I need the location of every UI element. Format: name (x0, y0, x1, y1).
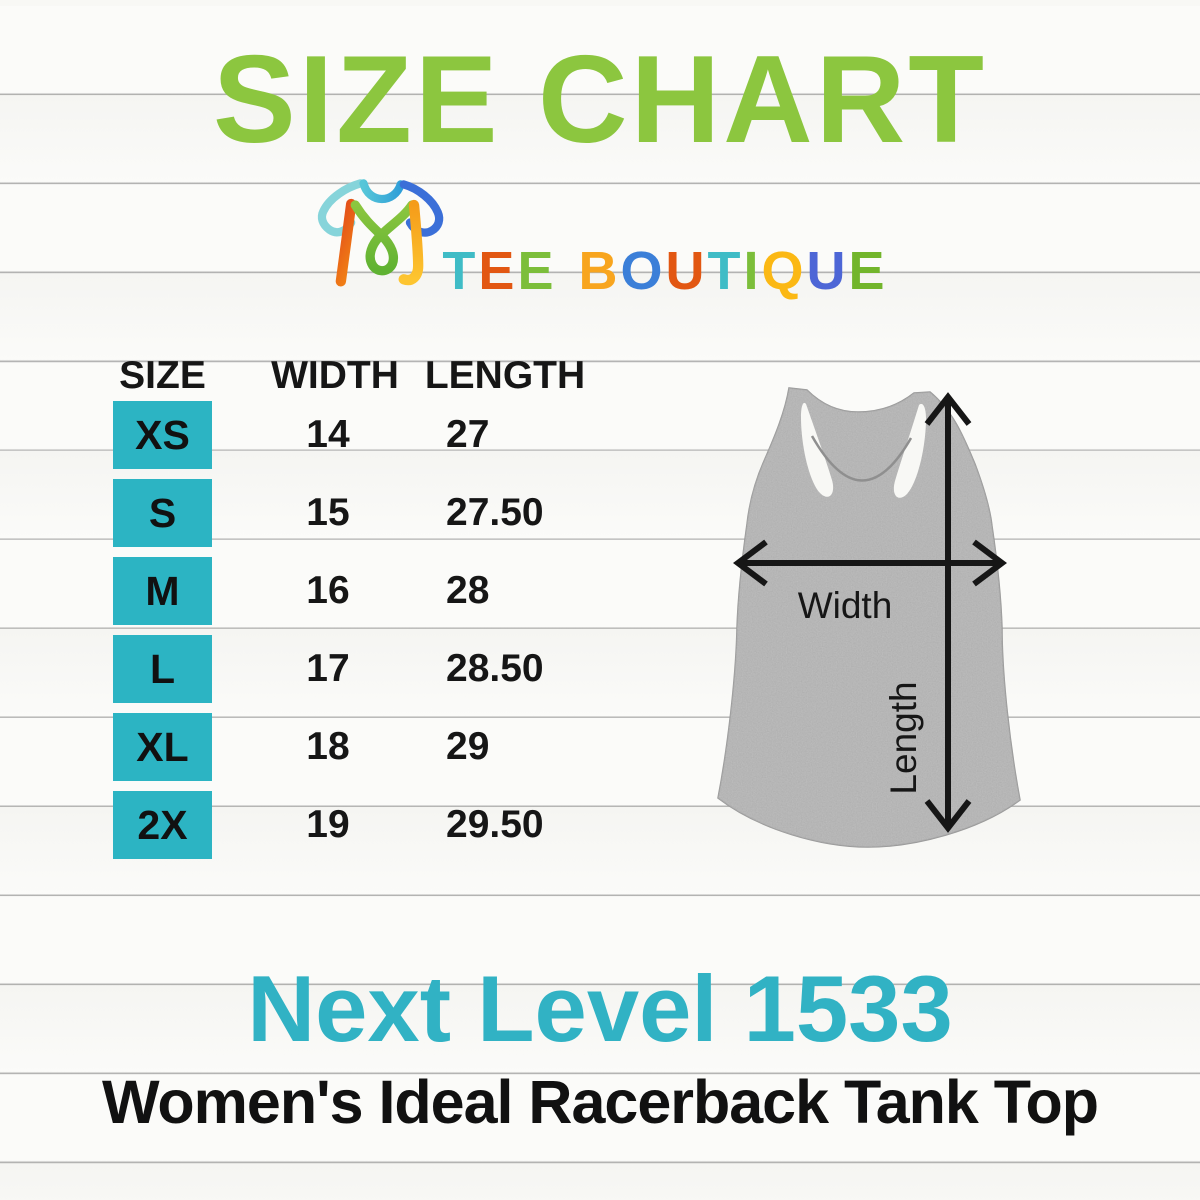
heather-texture (718, 388, 1020, 847)
column-header-length: LENGTH (424, 354, 586, 397)
size-badge: M (113, 557, 212, 625)
width-value: 14 (306, 413, 350, 456)
length-value: 27 (446, 413, 490, 456)
table-row: M 16 28 (0, 557, 620, 625)
table-row: S 15 27.50 (0, 479, 620, 547)
table-row: XS 14 27 (0, 401, 620, 469)
left-armhole-cutout (801, 402, 834, 497)
brand-name: T E E B O U T I Q U E (442, 244, 887, 304)
page-title: SIZE CHART (213, 31, 987, 169)
brand-letter: Q (761, 241, 807, 301)
column-header-size: SIZE (119, 354, 206, 397)
length-value: 28 (446, 569, 490, 612)
brand-letter: E (517, 241, 557, 301)
brand-letter: E (478, 241, 518, 301)
width-value: 17 (306, 647, 350, 690)
brand-letter: U (806, 241, 849, 301)
size-badge: S (113, 479, 212, 547)
product-model: Next Level 1533 (247, 956, 953, 1061)
table-row: 2X 19 29.50 (0, 791, 620, 859)
length-value: 28.50 (446, 647, 544, 690)
brand-letter: T (442, 241, 479, 301)
column-header-width: WIDTH (271, 354, 399, 397)
length-value: 29.50 (446, 803, 544, 846)
brand-letter: B (578, 241, 621, 301)
tshirt-logo-icon (318, 179, 444, 287)
tank-top-diagram: Width Length (717, 387, 1021, 848)
product-name: Women's Ideal Racerback Tank Top (101, 1068, 1099, 1136)
width-dimension-label: Width (798, 585, 893, 626)
size-badge: L (113, 635, 212, 703)
width-value: 18 (306, 725, 350, 768)
brand-letter: E (848, 241, 888, 301)
front-neckline-seam (810, 435, 913, 482)
brand-letter: I (743, 241, 762, 301)
width-value: 16 (306, 569, 350, 612)
width-arrow-head-right (972, 539, 1007, 587)
width-arrow-head-left (733, 539, 768, 587)
length-value: 29 (446, 725, 490, 768)
size-badge: 2X (113, 791, 212, 859)
length-dimension-label: Length (883, 681, 924, 794)
right-armhole-cutout (893, 403, 926, 498)
brand-letter: O (620, 241, 666, 301)
brand-logo: T E E B O U T I Q U E (0, 164, 1200, 304)
table-row: XL 18 29 (0, 713, 620, 781)
length-arrow-head-top (924, 392, 972, 426)
size-badge: XL (113, 713, 212, 781)
width-value: 15 (306, 491, 350, 534)
length-value: 27.50 (446, 491, 544, 534)
dimension-arrows (733, 392, 1007, 833)
length-arrow-head-bottom (924, 799, 972, 833)
width-value: 19 (306, 803, 350, 846)
size-badge: XS (113, 401, 212, 469)
brand-letter: T (707, 241, 744, 301)
brand-letter: U (665, 241, 708, 301)
table-row: L 17 28.50 (0, 635, 620, 703)
